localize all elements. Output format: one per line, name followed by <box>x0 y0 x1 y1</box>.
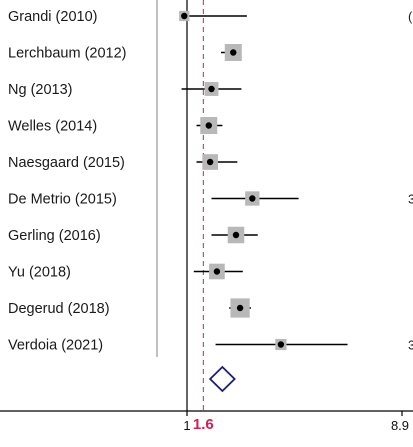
study-label: Verdoia (2021) <box>8 338 103 354</box>
x-axis: 1 8.9 1.6 <box>0 410 413 433</box>
point-estimate <box>206 158 214 166</box>
point-estimate <box>213 268 221 275</box>
point-estimate <box>249 195 256 202</box>
pooled-diamond <box>208 365 236 393</box>
point-estimate <box>181 12 188 20</box>
study-label: Naesgaard (2015) <box>8 155 125 171</box>
x-tick-label: 8.9 <box>391 418 409 433</box>
study-label: De Metrio (2015) <box>8 192 117 208</box>
right-edge-mark: ( <box>408 9 413 24</box>
study-label: Gerling (2016) <box>8 228 101 244</box>
study-label: Ng (2013) <box>8 82 72 98</box>
right-edge-mark: 3 <box>408 192 413 207</box>
reference-value-label: 1.6 <box>193 416 214 433</box>
point-estimate <box>232 231 240 239</box>
study-label: Grandi (2010) <box>8 9 97 25</box>
x-tick-label: 1 <box>183 418 190 433</box>
plot-area: (3 3 <box>156 0 413 411</box>
point-estimate <box>205 122 212 129</box>
study-label: Degerud (2018) <box>8 301 110 317</box>
point-estimate <box>236 304 244 312</box>
point-estimate <box>277 341 285 348</box>
point-estimate <box>208 85 215 93</box>
point-estimate <box>230 49 237 56</box>
study-label: Welles (2014) <box>8 119 97 135</box>
right-edge-mark: 3 <box>408 338 413 353</box>
study-labels: Grandi (2010) Lerchbaum (2012) Ng (2013) We… <box>8 9 127 354</box>
study-label: Yu (2018) <box>8 265 71 281</box>
study-label: Lerchbaum (2012) <box>8 46 127 62</box>
